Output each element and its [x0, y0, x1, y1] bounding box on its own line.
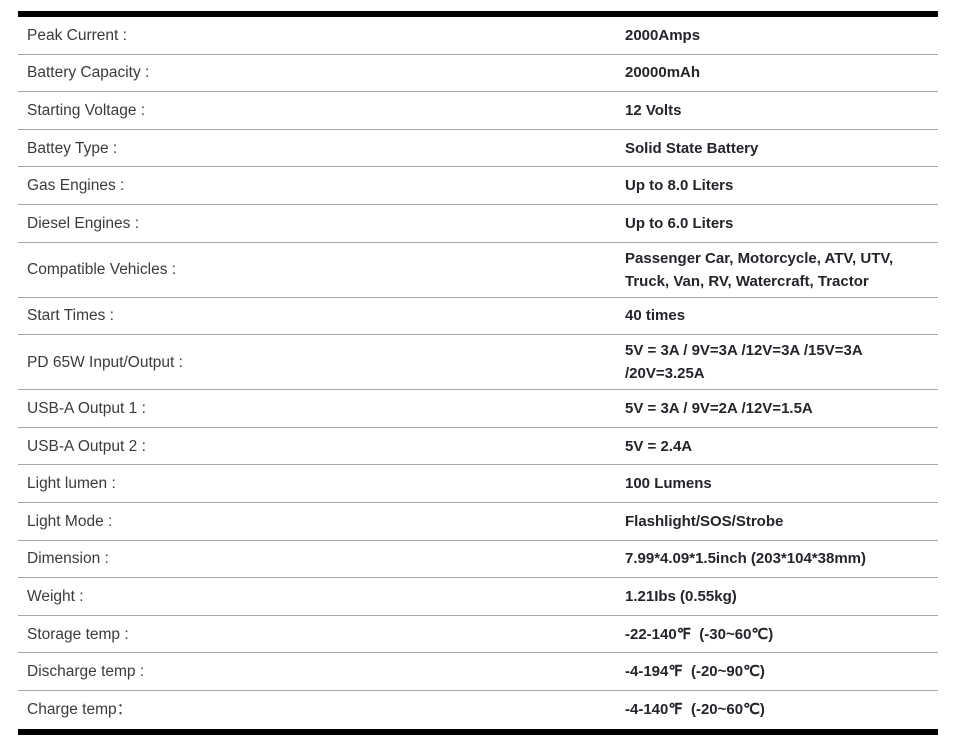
spec-row: Battery Capacity : 20000mAh — [18, 55, 938, 93]
spec-value: Passenger Car, Motorcycle, ATV, UTV, Tru… — [625, 249, 894, 290]
spec-label: Charge temp： — [27, 701, 133, 719]
table-top-border — [18, 11, 938, 17]
spec-row: Light Mode : Flashlight/SOS/Strobe — [18, 503, 938, 541]
spec-value: 5V = 2.4A — [625, 437, 693, 455]
spec-value: -22-140℉ (-30~60℃) — [625, 625, 774, 643]
spec-value: 40 times — [625, 307, 686, 325]
spec-label: USB-A Output 2 : — [27, 437, 146, 455]
spec-value: 7.99*4.09*1.5inch (203*104*38mm) — [625, 550, 866, 568]
spec-row: Light lumen : 100 Lumens — [18, 465, 938, 503]
spec-value: Solid State Battery — [625, 139, 759, 157]
spec-row: Charge temp： -4-140℉ (-20~60℃) — [18, 691, 938, 729]
spec-rows: Peak Current : 2000Amps Battery Capacity… — [18, 17, 938, 729]
spec-value: -4-194℉ (-20~90℃) — [625, 663, 765, 681]
spec-label: Discharge temp : — [27, 663, 145, 681]
spec-label: Dimension : — [27, 550, 109, 568]
spec-value: 2000Amps — [625, 26, 701, 44]
spec-row: Peak Current : 2000Amps — [18, 17, 938, 55]
table-bottom-border — [18, 728, 938, 735]
spec-value: Up to 6.0 Liters — [625, 214, 734, 232]
spec-value: 20000mAh — [625, 64, 701, 82]
spec-table: Peak Current : 2000Amps Battery Capacity… — [18, 11, 938, 735]
spec-label: Gas Engines : — [27, 177, 125, 195]
spec-row: Dimension : 7.99*4.09*1.5inch (203*104*3… — [18, 541, 938, 579]
spec-label: PD 65W Input/Output : — [27, 353, 183, 371]
spec-row: USB-A Output 1 : 5V = 3A / 9V=2A /12V=1.… — [18, 390, 938, 428]
spec-value: 1.21Ibs (0.55kg) — [625, 587, 737, 605]
spec-label: Light lumen : — [27, 475, 116, 493]
spec-row: PD 65W Input/Output : 5V = 3A / 9V=3A /1… — [18, 335, 938, 391]
spec-row: Discharge temp : -4-194℉ (-20~90℃) — [18, 653, 938, 691]
spec-label: Weight : — [27, 587, 84, 605]
spec-value: 12 Volts — [625, 101, 682, 119]
spec-row: Battey Type : Solid State Battery — [18, 130, 938, 168]
spec-row: Starting Voltage : 12 Volts — [18, 92, 938, 130]
spec-label: Battey Type : — [27, 139, 118, 157]
spec-row: USB-A Output 2 : 5V = 2.4A — [18, 428, 938, 466]
spec-label: Peak Current : — [27, 26, 127, 44]
spec-label: USB-A Output 1 : — [27, 399, 146, 417]
spec-value: 5V = 3A / 9V=3A /12V=3A /15V=3A /20V=3.2… — [625, 342, 863, 383]
spec-value: Up to 8.0 Liters — [625, 177, 734, 195]
spec-label: Light Mode : — [27, 512, 113, 530]
spec-label: Battery Capacity : — [27, 64, 150, 82]
spec-label: Compatible Vehicles : — [27, 261, 177, 279]
spec-label: Start Times : — [27, 307, 114, 325]
spec-label: Diesel Engines : — [27, 214, 140, 232]
spec-label: Starting Voltage : — [27, 101, 146, 119]
spec-value: -4-140℉ (-20~60℃) — [625, 701, 765, 719]
spec-row: Compatible Vehicles : Passenger Car, Mot… — [18, 243, 938, 298]
spec-row: Start Times : 40 times — [18, 298, 938, 336]
spec-value: 100 Lumens — [625, 475, 712, 493]
spec-row: Diesel Engines : Up to 6.0 Liters — [18, 205, 938, 243]
spec-value: Flashlight/SOS/Strobe — [625, 512, 784, 530]
spec-row: Weight : 1.21Ibs (0.55kg) — [18, 578, 938, 616]
spec-row: Gas Engines : Up to 8.0 Liters — [18, 167, 938, 205]
spec-label: Storage temp : — [27, 625, 129, 643]
spec-value: 5V = 3A / 9V=2A /12V=1.5A — [625, 399, 813, 417]
spec-row: Storage temp : -22-140℉ (-30~60℃) — [18, 616, 938, 654]
